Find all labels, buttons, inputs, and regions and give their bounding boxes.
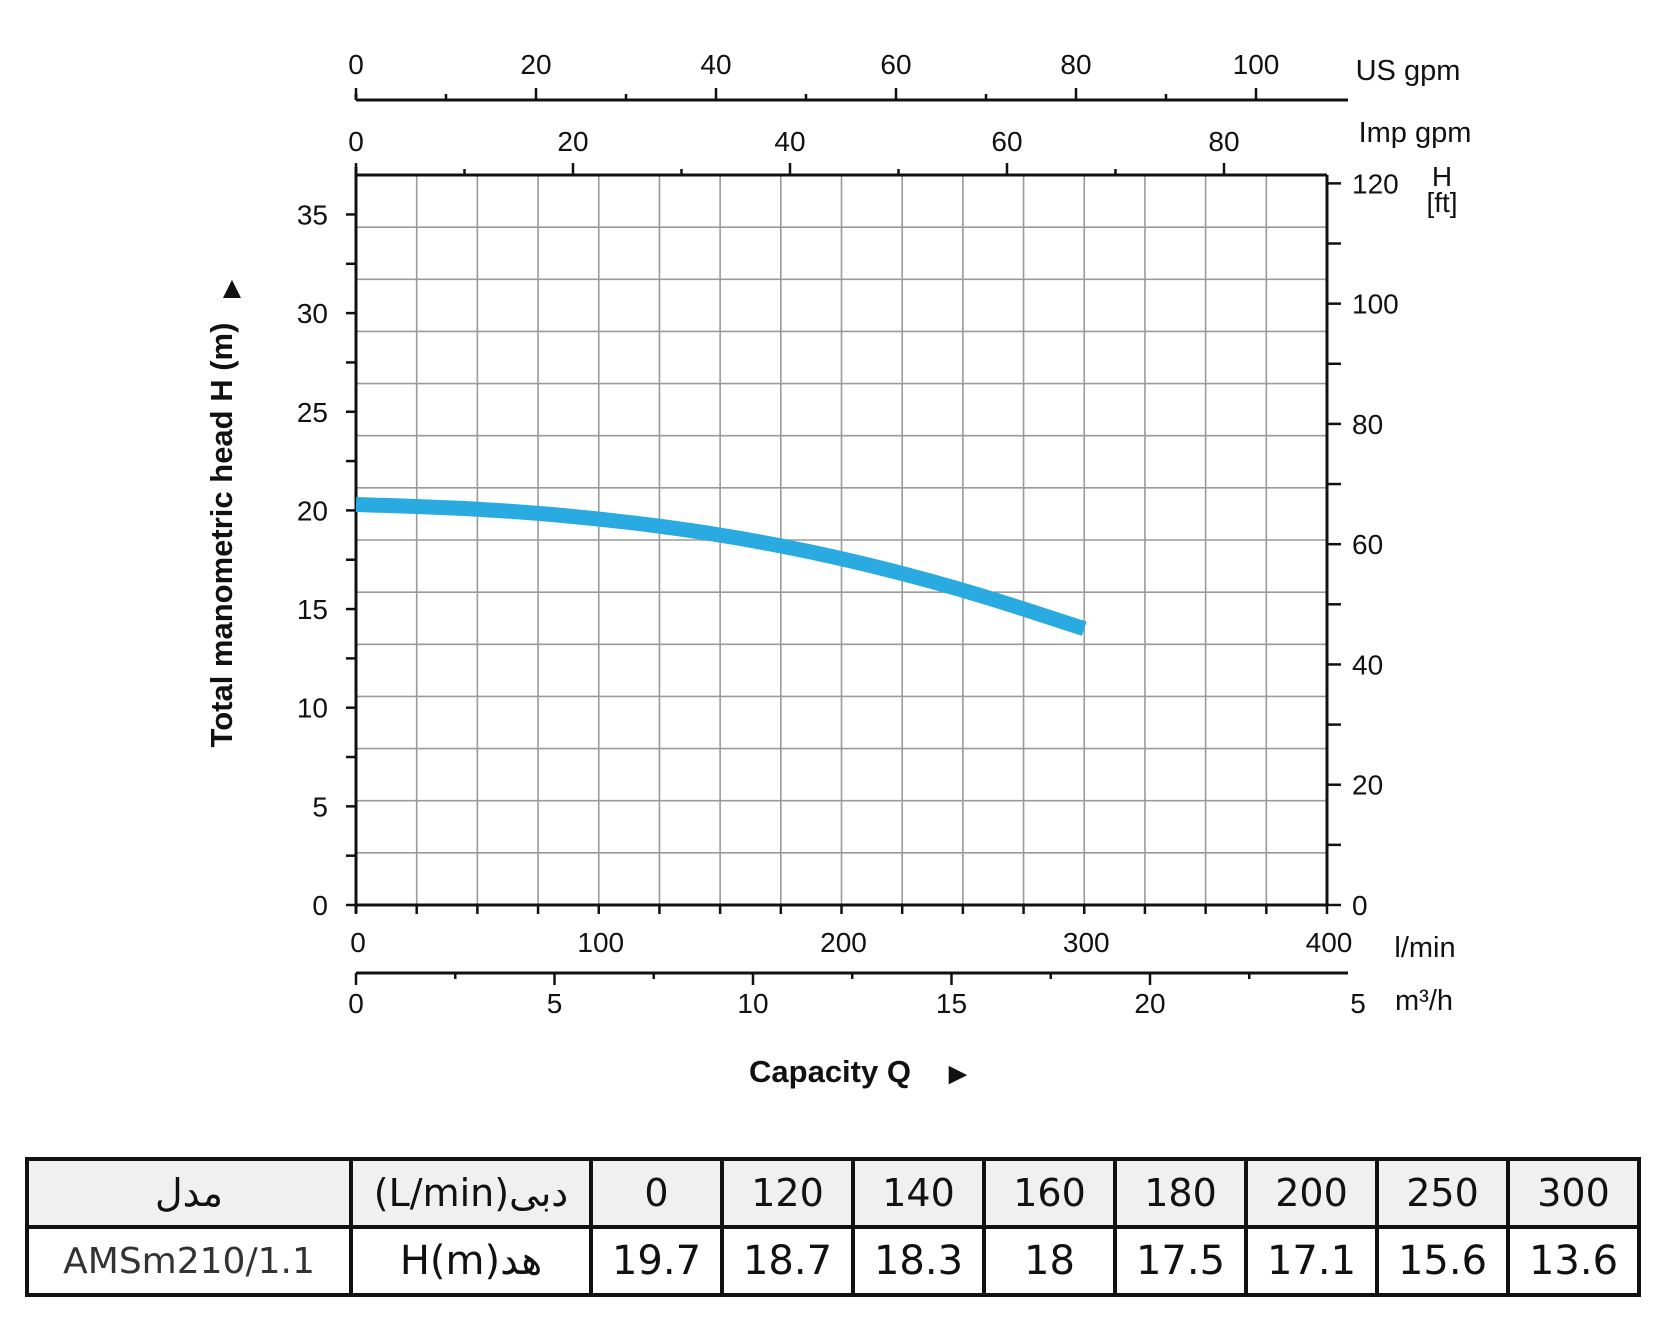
right-tick-label: 80 — [1352, 409, 1383, 440]
y-tick-label: 0 — [312, 890, 328, 921]
series-layer — [355, 496, 1087, 636]
imp-tick-label: 60 — [991, 126, 1022, 157]
model-name-cell: AMSm210/1.1 — [25, 1225, 353, 1297]
right-tick-label: 20 — [1352, 770, 1383, 801]
head-value-cell: 17.5 — [1113, 1225, 1248, 1297]
head-value-cell: 18.3 — [851, 1225, 986, 1297]
flow-value-cell: 0 — [589, 1157, 724, 1229]
flow-value-cell: 250 — [1375, 1157, 1510, 1229]
x-unit-lmin: l/min — [1394, 932, 1455, 964]
head-value-cell: 15.6 — [1375, 1225, 1510, 1297]
x-tick-label-lmin: 200 — [820, 927, 867, 958]
y-tick-label: 35 — [297, 199, 328, 230]
x-tick-label-m3h: 20 — [1134, 988, 1165, 1019]
flow-value-cell: 200 — [1244, 1157, 1379, 1229]
imp-unit-label: Imp gpm — [1359, 117, 1472, 149]
x-unit-m3h: m³/h — [1395, 985, 1453, 1017]
imp-tick-label: 0 — [348, 126, 364, 157]
y-tick-label: 20 — [297, 495, 328, 526]
axis-labels: 0 5 10 15 20 25 30 35 Total manometric head H (m… — [204, 49, 1471, 1091]
model-header-cell: مدل — [25, 1157, 353, 1229]
imp-tick-label: 20 — [557, 126, 588, 157]
usgpm-tick-label: 0 — [348, 49, 364, 80]
usgpm-unit-label: US gpm — [1356, 55, 1461, 87]
y-axis-title: Total manometric head H (m) — [204, 323, 239, 748]
x-tick-label-m3h: 10 — [737, 988, 768, 1019]
imp-tick-label: 40 — [774, 126, 805, 157]
head-value-cell: 17.1 — [1244, 1225, 1379, 1297]
right-tick-label: 40 — [1352, 649, 1383, 680]
x-tick-label-lmin: 100 — [577, 927, 624, 958]
x-tick-label-m3h: 0 — [348, 988, 364, 1019]
usgpm-tick-label: 80 — [1060, 49, 1091, 80]
y-tick-label: 15 — [297, 594, 328, 625]
x-axis-title: Capacity Q — [749, 1054, 911, 1089]
axes — [346, 88, 1348, 985]
head-value-cell: 18.7 — [720, 1225, 855, 1297]
flow-value-cell: 160 — [982, 1157, 1117, 1229]
flow-value-cell: 120 — [720, 1157, 855, 1229]
head-value-cell: 13.6 — [1506, 1225, 1641, 1297]
flow-value-cell: 140 — [851, 1157, 986, 1229]
x-tick-label-m3h: 5 — [1350, 988, 1366, 1019]
grid-lines — [356, 175, 1327, 905]
y-tick-label: 10 — [297, 693, 328, 724]
imp-tick-label: 80 — [1208, 126, 1239, 157]
right-axis-unit-ft: [ft] — [1426, 187, 1457, 218]
y-tick-label: 25 — [297, 397, 328, 428]
usgpm-tick-label: 40 — [700, 49, 731, 80]
pump-curve-chart: 0 5 10 15 20 25 30 35 Total manometric head H (m… — [204, 49, 1471, 1091]
x-tick-label-m3h: 5 — [547, 988, 563, 1019]
usgpm-tick-label: 60 — [880, 49, 911, 80]
table-row: AMSm210/1.1 H(m)هد 19.7 18.7 18.3 18 17.… — [25, 1225, 1641, 1297]
x-tick-label-lmin: 300 — [1063, 927, 1110, 958]
usgpm-tick-label: 100 — [1233, 49, 1280, 80]
flow-header-cell: (L/min)دبی — [349, 1157, 593, 1229]
head-value-cell: 19.7 — [589, 1225, 724, 1297]
x-tick-label-m3h: 15 — [936, 988, 967, 1019]
series-line — [355, 496, 1087, 636]
right-tick-label: 120 — [1352, 168, 1399, 199]
right-tick-label: 60 — [1352, 529, 1383, 560]
x-axis-arrow: ► — [943, 1056, 974, 1091]
y-axis-arrow: ▲ — [217, 270, 248, 305]
usgpm-tick-label: 20 — [520, 49, 551, 80]
flow-value-cell: 300 — [1506, 1157, 1641, 1229]
y-tick-label: 5 — [312, 791, 328, 822]
x-tick-label-lmin: 400 — [1306, 927, 1353, 958]
y-tick-label: 30 — [297, 298, 328, 329]
head-label-cell: H(m)هد — [349, 1225, 593, 1297]
right-tick-label: 100 — [1352, 289, 1399, 320]
flow-value-cell: 180 — [1113, 1157, 1248, 1229]
performance-table: مدل (L/min)دبی 0 120 140 160 180 200 250… — [25, 1157, 1641, 1297]
head-value-cell: 18 — [982, 1225, 1117, 1297]
table-header-row: مدل (L/min)دبی 0 120 140 160 180 200 250… — [25, 1157, 1641, 1229]
right-axis-unit-h: H — [1432, 161, 1452, 192]
right-tick-label: 0 — [1352, 890, 1368, 921]
x-tick-label-lmin: 0 — [350, 927, 366, 958]
